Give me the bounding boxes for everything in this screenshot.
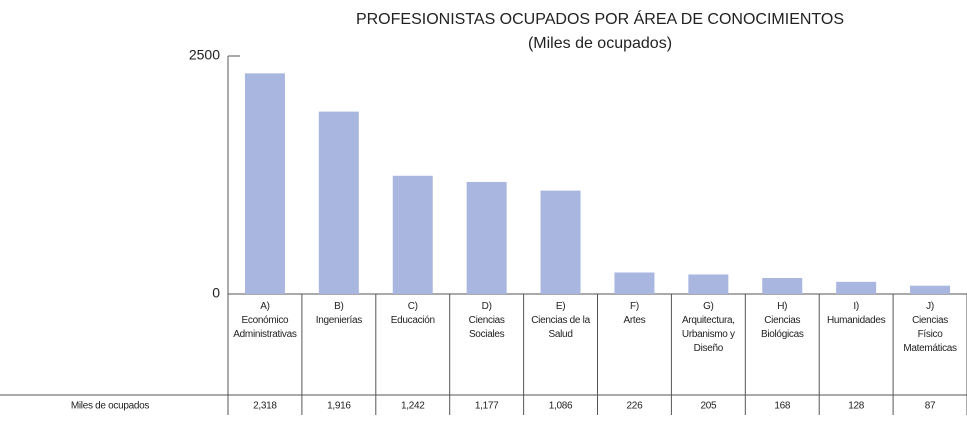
x-tick-label: I) Humanidades (827, 301, 886, 326)
x-tick-label: A) Económico Administrativas (233, 301, 297, 340)
value-label: 128 (848, 401, 865, 412)
row-label: Miles de ocupados (71, 401, 150, 412)
bar (614, 272, 655, 294)
bar (688, 274, 729, 294)
bar (910, 285, 951, 294)
bar (244, 73, 285, 294)
value-label: 1,242 (401, 401, 425, 412)
value-label: 1,086 (549, 401, 573, 412)
x-tick-label: F) Artes (624, 301, 646, 326)
chart-title: PROFESIONISTAS OCUPADOS POR ÁREA DE CONO… (356, 9, 844, 28)
value-label: 87 (925, 401, 936, 412)
x-tick-label: C) Educación (391, 301, 435, 326)
value-label: 2,318 (253, 401, 277, 412)
x-tick-label: J) Ciencias Físico Matemáticas (903, 301, 957, 354)
x-tick-label: B) Ingenierías (316, 301, 362, 326)
chart-subtitle: (Miles de ocupados) (528, 35, 672, 52)
bar (762, 278, 803, 294)
bar (540, 190, 581, 294)
x-tick-label: H) Ciencias Biológicas (761, 301, 804, 340)
y-tick-label: 0 (212, 285, 220, 301)
value-label: 168 (774, 401, 791, 412)
value-label: 1,916 (327, 401, 351, 412)
value-label: 205 (700, 401, 717, 412)
value-label: 1,177 (475, 401, 499, 412)
x-tick-label: D) Ciencias Sociales (469, 301, 505, 340)
bar (836, 281, 877, 294)
bar (466, 181, 507, 294)
x-tick-label: E) Ciencias de la Salud (531, 301, 590, 340)
bar (392, 175, 433, 294)
y-tick-label: 2500 (189, 47, 220, 63)
x-tick-label: G) Arquitectura, Urbanismo y Diseño (682, 301, 735, 354)
bar (318, 111, 359, 294)
value-label: 226 (627, 401, 644, 412)
